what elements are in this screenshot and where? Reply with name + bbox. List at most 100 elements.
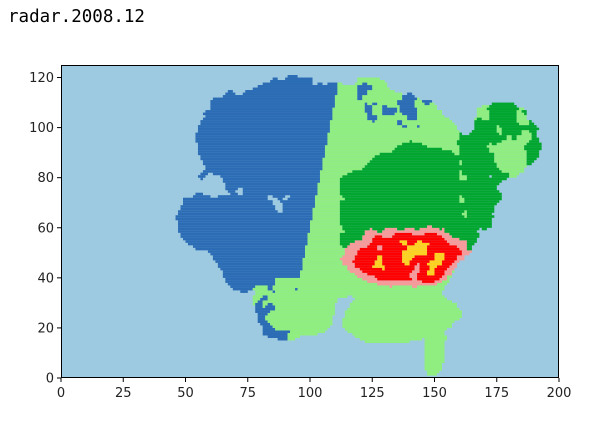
heatmap-cell (512, 138, 517, 141)
heatmap-cell (509, 173, 519, 176)
heatmap-cell (345, 253, 358, 256)
heatmap-cell (350, 305, 457, 308)
heatmap-cell (350, 303, 457, 306)
heatmap-cell (459, 173, 462, 176)
heatmap-cell (527, 143, 542, 146)
heatmap-cell (517, 135, 532, 138)
heatmap-cell (459, 200, 464, 203)
heatmap-cell (425, 360, 445, 363)
heatmap-cell (340, 213, 462, 216)
heatmap-cell (385, 228, 398, 231)
heatmap-cell (407, 248, 427, 251)
heatmap-cell (402, 143, 422, 146)
heatmap-cell (213, 258, 303, 261)
heatmap-cell (357, 88, 372, 91)
heatmap-cell (225, 183, 317, 186)
heatmap-cell (195, 248, 305, 251)
heatmap-cell (283, 210, 313, 213)
heatmap-cell (494, 160, 526, 163)
heatmap-cell (412, 258, 434, 261)
heatmap-cell (352, 170, 459, 173)
heatmap-cell (268, 335, 288, 338)
heatmap-cell (258, 320, 268, 323)
heatmap-cell (410, 273, 418, 276)
heatmap-cell (497, 130, 502, 133)
heatmap-cell (310, 220, 340, 223)
heatmap-cell (330, 123, 397, 126)
heatmap-cell (340, 185, 497, 188)
heatmap-cell (422, 100, 432, 103)
heatmap-cell (449, 243, 466, 246)
heatmap-cell (342, 323, 452, 326)
heatmap-cell (435, 270, 445, 273)
heatmap-cell (357, 95, 362, 98)
heatmap-cell (435, 253, 445, 256)
heatmap-cell (387, 105, 400, 108)
heatmap-cell (417, 275, 442, 278)
heatmap-cell (417, 240, 422, 243)
heatmap-cell (447, 275, 452, 278)
heatmap-cell (449, 233, 479, 236)
heatmap-cell (288, 333, 318, 336)
heatmap-cell (352, 295, 444, 298)
heatmap-cell (459, 145, 486, 148)
heatmap-cell (444, 238, 459, 241)
heatmap-cell (459, 238, 476, 241)
heatmap-cell (499, 133, 502, 136)
heatmap-cell (285, 78, 312, 81)
heatmap-cell (342, 245, 347, 248)
heatmap-cell (415, 243, 430, 246)
heatmap-cell (532, 135, 537, 138)
heatmap-cell (332, 118, 367, 121)
heatmap-cell (452, 150, 460, 153)
heatmap-cell (340, 220, 492, 223)
x-tick-label: 175 (484, 386, 509, 401)
heatmap-cell (415, 105, 437, 108)
heatmap-cell (477, 108, 487, 111)
heatmap-cell (183, 238, 308, 241)
heatmap-cell (340, 233, 365, 236)
heatmap-cell (415, 255, 435, 258)
heatmap-cell (489, 105, 516, 108)
heatmap-cell (427, 370, 440, 373)
heatmap-cell (487, 108, 519, 111)
heatmap-cell (275, 290, 442, 293)
heatmap-cell (243, 93, 338, 96)
heatmap-cell (340, 188, 497, 191)
heatmap-cell (382, 110, 397, 113)
heatmap-cell (298, 288, 445, 291)
heatmap-cell (367, 93, 402, 96)
heatmap-cell (255, 303, 263, 306)
heatmap-cell (412, 285, 417, 288)
heatmap-cell (332, 108, 364, 111)
heatmap-cell (462, 170, 502, 173)
heatmap-cell (312, 215, 339, 218)
heatmap-cell (522, 110, 527, 113)
heatmap-cell (425, 345, 445, 348)
heatmap-cell (392, 235, 442, 238)
heatmap-cell (320, 173, 347, 176)
heatmap-cell (347, 265, 355, 268)
heatmap-cell (305, 248, 345, 251)
heatmap-cell (382, 248, 407, 251)
heatmap-cell (300, 270, 350, 273)
heatmap-cell (489, 118, 516, 121)
heatmap-cell (467, 240, 477, 243)
heatmap-cell (422, 240, 447, 243)
heatmap-cell (345, 250, 358, 253)
heatmap-cell (315, 205, 340, 208)
heatmap-cell (415, 100, 423, 103)
heatmap-cell (425, 348, 445, 351)
heatmap-cell (258, 85, 338, 88)
heatmap-cell (327, 133, 459, 136)
heatmap-cell (342, 325, 452, 328)
heatmap-cell (402, 260, 410, 263)
heatmap-cell (489, 148, 524, 151)
heatmap-cell (402, 258, 412, 261)
heatmap-cell (407, 118, 417, 121)
heatmap-cell (459, 160, 462, 163)
heatmap-cell (228, 283, 275, 286)
heatmap-cell (213, 255, 305, 258)
heatmap-cell (181, 235, 308, 238)
